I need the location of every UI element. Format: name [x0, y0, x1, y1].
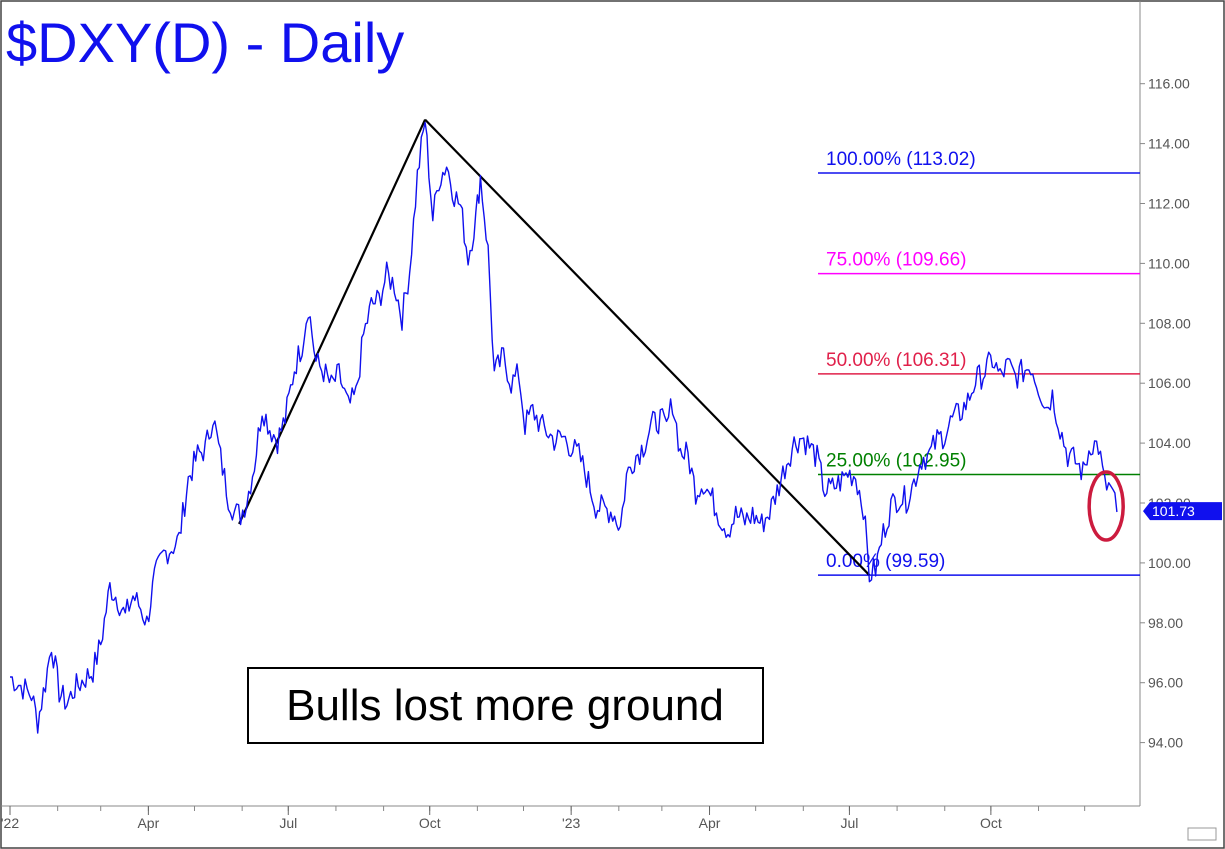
abc-trendline: [238, 119, 427, 525]
x-tick-label: Oct: [419, 815, 441, 831]
fib-level-label: 100.00% (113.02): [826, 149, 976, 170]
scroll-widget: [1187, 827, 1217, 841]
last-price-label: 101.73: [1152, 503, 1195, 519]
x-tick-label: '22: [1, 815, 19, 831]
x-tick-label: '23: [562, 815, 580, 831]
x-tick-label: Apr: [699, 815, 721, 831]
x-tick-label: Jul: [840, 815, 858, 831]
x-tick-label: Jul: [279, 815, 297, 831]
annotation-box: [247, 667, 764, 744]
y-tick-label: 112.00: [1148, 196, 1190, 212]
abc-trendline: [424, 118, 871, 576]
y-tick-label: 116.00: [1148, 76, 1190, 92]
y-tick-label: 100.00: [1148, 555, 1191, 571]
chart-title: $DXY(D) - Daily: [6, 11, 404, 74]
y-tick-label: 98.00: [1148, 615, 1183, 631]
y-tick-label: 104.00: [1148, 435, 1191, 451]
fib-level-label: 0.00% (99.59): [826, 551, 945, 572]
abc-trendlines: [238, 118, 871, 576]
fib-levels: 100.00% (113.02) 75.00% (109.66) 50.00% (1…: [818, 149, 1140, 576]
x-tick-label: Oct: [980, 815, 1002, 831]
y-tick-label: 106.00: [1148, 375, 1191, 391]
last-price-tag: [1143, 502, 1222, 521]
chart-annotations: 101.73: [1087, 470, 1222, 542]
fib-level-label: 75.00% (109.66): [826, 250, 967, 271]
highlight-circle: [1087, 470, 1125, 542]
x-tick-label: Apr: [137, 815, 159, 831]
price-line: [9, 121, 1118, 734]
y-tick-label: 94.00: [1148, 735, 1183, 751]
price-series: [9, 121, 1118, 734]
y-tick-label: 110.00: [1148, 255, 1190, 271]
y-tick-label: 96.00: [1148, 675, 1183, 691]
fib-level-label: 25.00% (102.95): [826, 451, 967, 472]
fib-level-label: 50.00% (106.31): [826, 350, 967, 371]
y-tick-label: 114.00: [1148, 136, 1190, 152]
annotation-text: Bulls lost more ground: [286, 681, 724, 730]
y-tick-label: 108.00: [1148, 315, 1191, 331]
